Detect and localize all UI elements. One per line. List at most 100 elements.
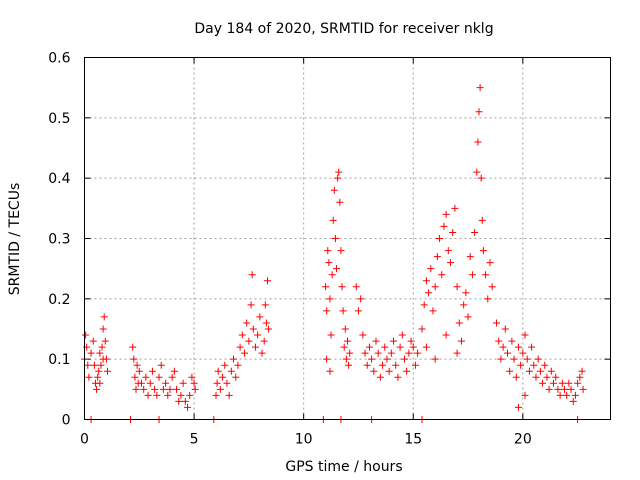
data-point — [560, 385, 568, 393]
data-point — [414, 349, 422, 357]
data-point — [188, 373, 196, 381]
data-point — [344, 337, 351, 345]
data-point — [447, 259, 455, 267]
x-tick-label: 15 — [404, 432, 422, 448]
data-point — [223, 379, 231, 387]
data-point — [179, 379, 187, 387]
data-point — [372, 337, 380, 345]
data-point — [216, 385, 224, 393]
data-point — [431, 283, 439, 291]
x-tick-label: 5 — [190, 432, 199, 448]
data-point — [164, 391, 172, 399]
x-tick-label: 10 — [295, 432, 313, 448]
data-point — [521, 331, 529, 339]
data-point — [170, 367, 178, 375]
data-point — [431, 355, 439, 363]
data-point — [427, 265, 435, 273]
data-point — [186, 391, 194, 399]
data-point — [345, 361, 353, 369]
data-point — [93, 385, 101, 393]
data-point — [407, 337, 415, 345]
data-point — [104, 367, 112, 375]
data-point — [501, 325, 509, 333]
data-point — [230, 355, 238, 363]
data-point — [547, 367, 555, 375]
data-point — [236, 343, 244, 351]
y-tick-label: 0.3 — [48, 232, 70, 248]
data-point — [455, 319, 463, 327]
data-point — [212, 391, 220, 399]
data-point — [486, 259, 494, 267]
data-point — [162, 379, 170, 387]
data-point — [476, 84, 484, 92]
plot-frame — [84, 57, 611, 420]
data-point — [422, 277, 430, 285]
data-point — [329, 216, 337, 224]
data-point — [449, 228, 457, 236]
data-point — [258, 349, 266, 357]
data-point — [574, 379, 582, 387]
data-point — [325, 259, 333, 267]
data-point — [532, 373, 540, 381]
data-point — [514, 343, 522, 351]
data-point — [528, 343, 536, 351]
data-point — [326, 295, 334, 303]
x-tick-label: 0 — [80, 432, 89, 448]
data-point — [429, 307, 437, 315]
data-point — [191, 385, 199, 393]
data-point — [330, 186, 338, 194]
data-point — [357, 295, 365, 303]
data-point — [517, 361, 525, 369]
data-point — [390, 337, 398, 345]
data-point — [265, 325, 273, 333]
data-point — [523, 355, 531, 363]
data-point — [530, 361, 538, 369]
data-point — [337, 247, 345, 255]
data-point — [87, 349, 95, 357]
data-point — [451, 204, 459, 212]
data-point — [342, 355, 350, 363]
data-point — [333, 265, 341, 273]
data-point — [405, 349, 413, 357]
y-tick-label: 0.2 — [48, 292, 70, 308]
data-point — [153, 391, 161, 399]
data-point — [335, 168, 343, 176]
data-point — [339, 307, 347, 315]
data-point — [151, 385, 159, 393]
data-point — [322, 283, 330, 291]
y-tick-label: 0.6 — [48, 51, 70, 67]
data-point — [392, 361, 400, 369]
data-point — [387, 349, 395, 357]
y-tick-label: 0.5 — [48, 111, 70, 127]
data-point — [554, 385, 562, 393]
data-point — [376, 373, 384, 381]
data-point — [436, 235, 444, 242]
data-point — [177, 391, 185, 399]
data-point — [576, 373, 584, 381]
data-point — [466, 253, 474, 261]
data-point — [346, 349, 354, 357]
data-point — [383, 355, 391, 363]
data-point — [536, 367, 544, 375]
data-point — [94, 373, 102, 381]
data-point — [567, 385, 575, 393]
data-point — [146, 379, 154, 387]
data-point — [409, 343, 417, 351]
data-point — [514, 403, 522, 411]
data-point — [365, 343, 373, 351]
chart-title: Day 184 of 2020, SRMTID for receiver nkl… — [194, 21, 493, 37]
data-point — [340, 343, 348, 351]
data-point — [262, 319, 270, 327]
data-point — [460, 301, 468, 309]
data-point — [97, 361, 105, 369]
data-point — [422, 343, 430, 351]
data-point — [247, 301, 255, 309]
data-point — [159, 385, 167, 393]
data-point — [563, 391, 571, 399]
data-point — [331, 235, 339, 242]
data-point — [457, 337, 465, 345]
data-point — [534, 355, 542, 363]
y-tick-label: 0 — [62, 413, 71, 429]
data-point — [453, 349, 461, 357]
